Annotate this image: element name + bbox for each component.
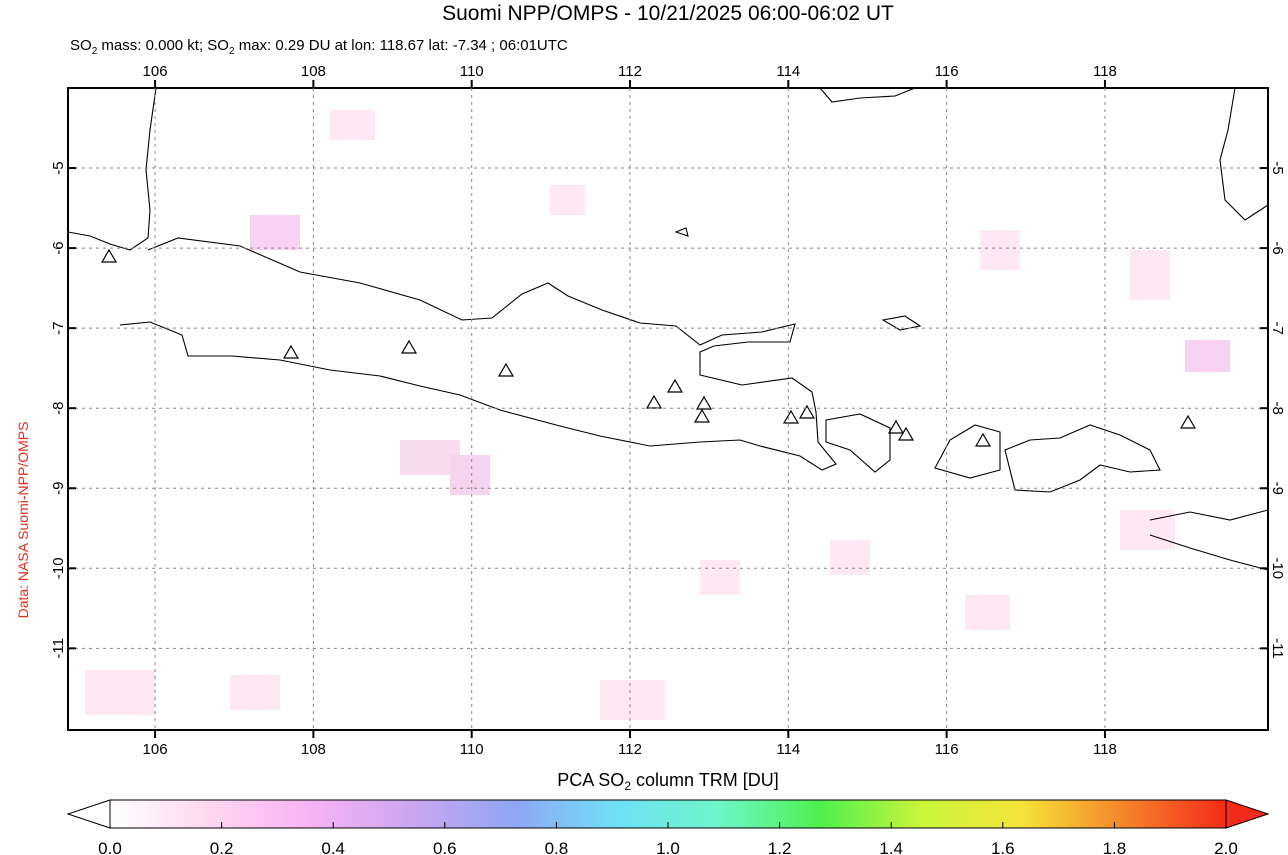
x-tick-label: 108 [301, 63, 326, 80]
y-tick-label: -6 [1269, 241, 1286, 254]
colorbar-label-part: column TRM [DU] [631, 770, 779, 790]
x-tick-label: 118 [1093, 741, 1117, 758]
x-tick-label: 108 [301, 741, 326, 758]
colorbar-tick-label: 1.2 [768, 839, 792, 855]
y-tick-label: -5 [1269, 161, 1286, 174]
subtitle-part: mass: 0.000 kt; SO [97, 37, 229, 54]
x-tick-label: 110 [460, 63, 484, 80]
x-tick-label: 110 [460, 741, 484, 758]
so2-patches [85, 110, 1230, 720]
y-tick-label: -6 [50, 241, 67, 254]
colorbar-tick-label: 1.4 [879, 839, 903, 855]
colorbar-tick-label: 1.6 [991, 839, 1015, 855]
y-tick-label: -8 [1269, 402, 1286, 415]
colorbar-tick-label: 1.8 [1103, 839, 1127, 855]
colorbar-tick-label: 0.2 [210, 839, 234, 855]
y-tick-label: -7 [50, 321, 67, 334]
y-tick-label: -10 [1269, 557, 1286, 579]
colorbar-tick-label: 0.8 [545, 839, 569, 855]
colorbar-high-end [1225, 799, 1270, 829]
subtitle-sub: 2 [92, 46, 98, 57]
y-tick-label: -5 [50, 161, 67, 174]
volcanoes [100, 248, 1197, 447]
x-tick-label: 116 [935, 63, 959, 80]
y-tick-label: -9 [1269, 482, 1286, 495]
y-tick-label: -11 [50, 638, 67, 659]
y-tick-label: -9 [50, 482, 67, 495]
y-tick-label: -11 [1269, 638, 1286, 659]
x-tick-label: 106 [143, 63, 168, 80]
y-tick-label: -7 [1269, 321, 1286, 334]
credit: Data: NASA Suomi-NPP/OMPS [15, 422, 31, 619]
colorbar-tick-label: 2.0 [1214, 839, 1238, 855]
coastlines [67, 87, 1269, 571]
colorbar-tick-label: 1.0 [656, 839, 680, 855]
y-tick-label: -8 [50, 402, 67, 415]
x-tick-label: 118 [1093, 63, 1117, 80]
x-tick-label: 116 [935, 741, 959, 758]
x-tick-label: 114 [776, 63, 800, 80]
colorbar-label-part: PCA SO [557, 770, 624, 790]
colorbar-label: PCA SO2 column TRM [DU] [557, 770, 778, 793]
x-tick-label: 114 [776, 741, 800, 758]
subtitle-sub: 2 [229, 46, 235, 57]
x-tick-label: 112 [618, 741, 642, 758]
subtitle: SO2 mass: 0.000 kt; SO2 max: 0.29 DU at … [70, 37, 568, 57]
map-area [67, 87, 1269, 720]
x-tick-label: 112 [618, 63, 642, 80]
map-frame [67, 87, 1269, 731]
colorbar-tick-label: 0.4 [321, 839, 345, 855]
subtitle-part: max: 0.29 DU at lon: 118.67 lat: -7.34 ;… [235, 37, 568, 54]
colorbar-tick-label: 0.6 [433, 839, 457, 855]
title: Suomi NPP/OMPS - 10/21/2025 06:00-06:02 … [442, 2, 894, 25]
colorbar-label-part: 2 [624, 779, 631, 793]
colorbar-tick-label: 0.0 [98, 839, 122, 855]
y-tick-label: -10 [50, 557, 67, 579]
colorbar-low-end [66, 799, 111, 829]
subtitle-part: SO [70, 37, 92, 54]
x-tick-label: 106 [143, 741, 168, 758]
